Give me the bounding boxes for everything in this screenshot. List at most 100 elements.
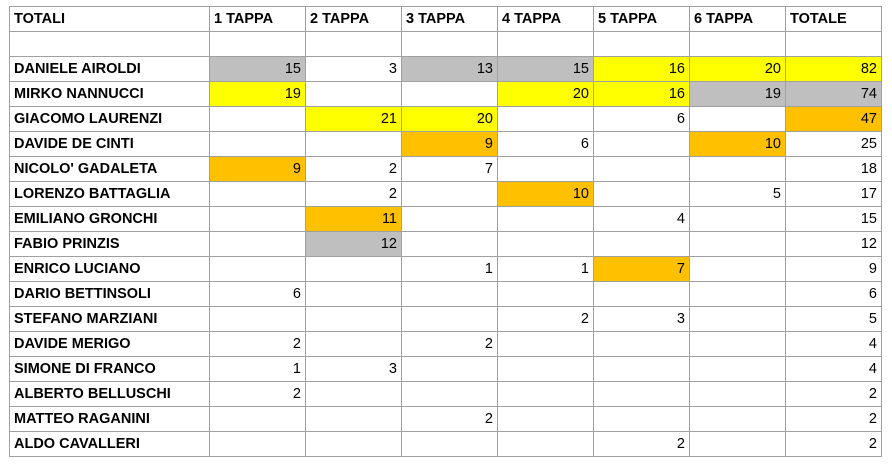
empty-cell[interactable] bbox=[497, 31, 594, 57]
points-cell[interactable] bbox=[689, 256, 786, 282]
points-cell[interactable]: 1 bbox=[209, 356, 306, 382]
points-cell[interactable] bbox=[401, 431, 498, 457]
player-name-cell[interactable]: SIMONE DI FRANCO bbox=[9, 356, 210, 382]
points-cell[interactable] bbox=[593, 381, 690, 407]
empty-cell[interactable] bbox=[785, 31, 882, 57]
points-cell[interactable] bbox=[689, 306, 786, 332]
points-cell[interactable]: 10 bbox=[497, 181, 594, 207]
points-cell[interactable]: 5 bbox=[689, 181, 786, 207]
points-cell[interactable] bbox=[689, 381, 786, 407]
points-cell[interactable]: 13 bbox=[401, 56, 498, 82]
points-cell[interactable] bbox=[497, 156, 594, 182]
points-cell[interactable]: 19 bbox=[689, 81, 786, 107]
points-cell[interactable] bbox=[689, 231, 786, 257]
points-cell[interactable]: 1 bbox=[497, 256, 594, 282]
total-cell[interactable]: 18 bbox=[785, 156, 882, 182]
points-cell[interactable]: 19 bbox=[209, 81, 306, 107]
points-cell[interactable]: 20 bbox=[689, 56, 786, 82]
points-cell[interactable] bbox=[401, 381, 498, 407]
points-cell[interactable]: 16 bbox=[593, 56, 690, 82]
total-cell[interactable]: 4 bbox=[785, 331, 882, 357]
total-cell[interactable]: 12 bbox=[785, 231, 882, 257]
total-cell[interactable]: 74 bbox=[785, 81, 882, 107]
points-cell[interactable]: 2 bbox=[305, 156, 402, 182]
points-cell[interactable]: 2 bbox=[401, 331, 498, 357]
empty-cell[interactable] bbox=[209, 31, 306, 57]
points-cell[interactable] bbox=[401, 231, 498, 257]
points-cell[interactable]: 4 bbox=[593, 206, 690, 232]
player-name-cell[interactable]: ALDO CAVALLERI bbox=[9, 431, 210, 457]
total-cell[interactable]: 5 bbox=[785, 306, 882, 332]
points-cell[interactable] bbox=[593, 406, 690, 432]
points-cell[interactable] bbox=[593, 281, 690, 307]
empty-cell[interactable] bbox=[593, 31, 690, 57]
points-cell[interactable] bbox=[689, 406, 786, 432]
points-cell[interactable]: 2 bbox=[305, 181, 402, 207]
player-name-cell[interactable]: GIACOMO LAURENZI bbox=[9, 106, 210, 132]
points-cell[interactable]: 12 bbox=[305, 231, 402, 257]
points-cell[interactable] bbox=[209, 431, 306, 457]
player-name-cell[interactable]: DANIELE AIROLDI bbox=[9, 56, 210, 82]
total-cell[interactable]: 2 bbox=[785, 406, 882, 432]
player-name-cell[interactable]: FABIO PRINZIS bbox=[9, 231, 210, 257]
total-cell[interactable]: 9 bbox=[785, 256, 882, 282]
points-cell[interactable]: 2 bbox=[497, 306, 594, 332]
points-cell[interactable]: 9 bbox=[401, 131, 498, 157]
points-cell[interactable] bbox=[305, 256, 402, 282]
points-cell[interactable]: 2 bbox=[209, 381, 306, 407]
points-cell[interactable] bbox=[689, 431, 786, 457]
points-cell[interactable]: 3 bbox=[305, 356, 402, 382]
points-cell[interactable] bbox=[689, 206, 786, 232]
total-cell[interactable]: 25 bbox=[785, 131, 882, 157]
points-cell[interactable] bbox=[497, 431, 594, 457]
points-cell[interactable] bbox=[593, 231, 690, 257]
points-cell[interactable]: 20 bbox=[497, 81, 594, 107]
points-cell[interactable] bbox=[593, 156, 690, 182]
points-cell[interactable]: 20 bbox=[401, 106, 498, 132]
points-cell[interactable] bbox=[497, 406, 594, 432]
player-name-cell[interactable]: DAVIDE DE CINTI bbox=[9, 131, 210, 157]
empty-cell[interactable] bbox=[305, 31, 402, 57]
points-cell[interactable] bbox=[401, 281, 498, 307]
total-cell[interactable]: 47 bbox=[785, 106, 882, 132]
player-name-cell[interactable]: STEFANO MARZIANI bbox=[9, 306, 210, 332]
total-cell[interactable]: 15 bbox=[785, 206, 882, 232]
points-cell[interactable] bbox=[209, 106, 306, 132]
empty-cell[interactable] bbox=[9, 31, 210, 57]
points-cell[interactable] bbox=[305, 131, 402, 157]
points-cell[interactable] bbox=[305, 431, 402, 457]
points-cell[interactable] bbox=[305, 331, 402, 357]
points-cell[interactable] bbox=[305, 306, 402, 332]
points-cell[interactable]: 15 bbox=[209, 56, 306, 82]
points-cell[interactable] bbox=[497, 206, 594, 232]
points-cell[interactable] bbox=[497, 356, 594, 382]
points-cell[interactable] bbox=[689, 331, 786, 357]
points-cell[interactable] bbox=[401, 181, 498, 207]
header-cell-tappa-4[interactable]: 4 TAPPA bbox=[497, 6, 594, 32]
points-cell[interactable] bbox=[593, 331, 690, 357]
points-cell[interactable] bbox=[209, 131, 306, 157]
header-cell-tappa-5[interactable]: 5 TAPPA bbox=[593, 6, 690, 32]
header-cell-tappa-6[interactable]: 6 TAPPA bbox=[689, 6, 786, 32]
points-cell[interactable] bbox=[497, 381, 594, 407]
points-cell[interactable]: 1 bbox=[401, 256, 498, 282]
total-cell[interactable]: 2 bbox=[785, 381, 882, 407]
points-cell[interactable] bbox=[209, 406, 306, 432]
player-name-cell[interactable]: ENRICO LUCIANO bbox=[9, 256, 210, 282]
points-cell[interactable] bbox=[689, 106, 786, 132]
points-cell[interactable] bbox=[689, 356, 786, 382]
header-cell-tappa-1[interactable]: 1 TAPPA bbox=[209, 6, 306, 32]
points-cell[interactable] bbox=[209, 181, 306, 207]
points-cell[interactable] bbox=[593, 131, 690, 157]
points-cell[interactable] bbox=[497, 106, 594, 132]
player-name-cell[interactable]: ALBERTO BELLUSCHI bbox=[9, 381, 210, 407]
points-cell[interactable] bbox=[209, 306, 306, 332]
points-cell[interactable] bbox=[401, 306, 498, 332]
points-cell[interactable] bbox=[305, 81, 402, 107]
player-name-cell[interactable]: LORENZO BATTAGLIA bbox=[9, 181, 210, 207]
points-cell[interactable]: 11 bbox=[305, 206, 402, 232]
points-cell[interactable]: 10 bbox=[689, 131, 786, 157]
total-cell[interactable]: 2 bbox=[785, 431, 882, 457]
player-name-cell[interactable]: DARIO BETTINSOLI bbox=[9, 281, 210, 307]
points-cell[interactable] bbox=[593, 181, 690, 207]
